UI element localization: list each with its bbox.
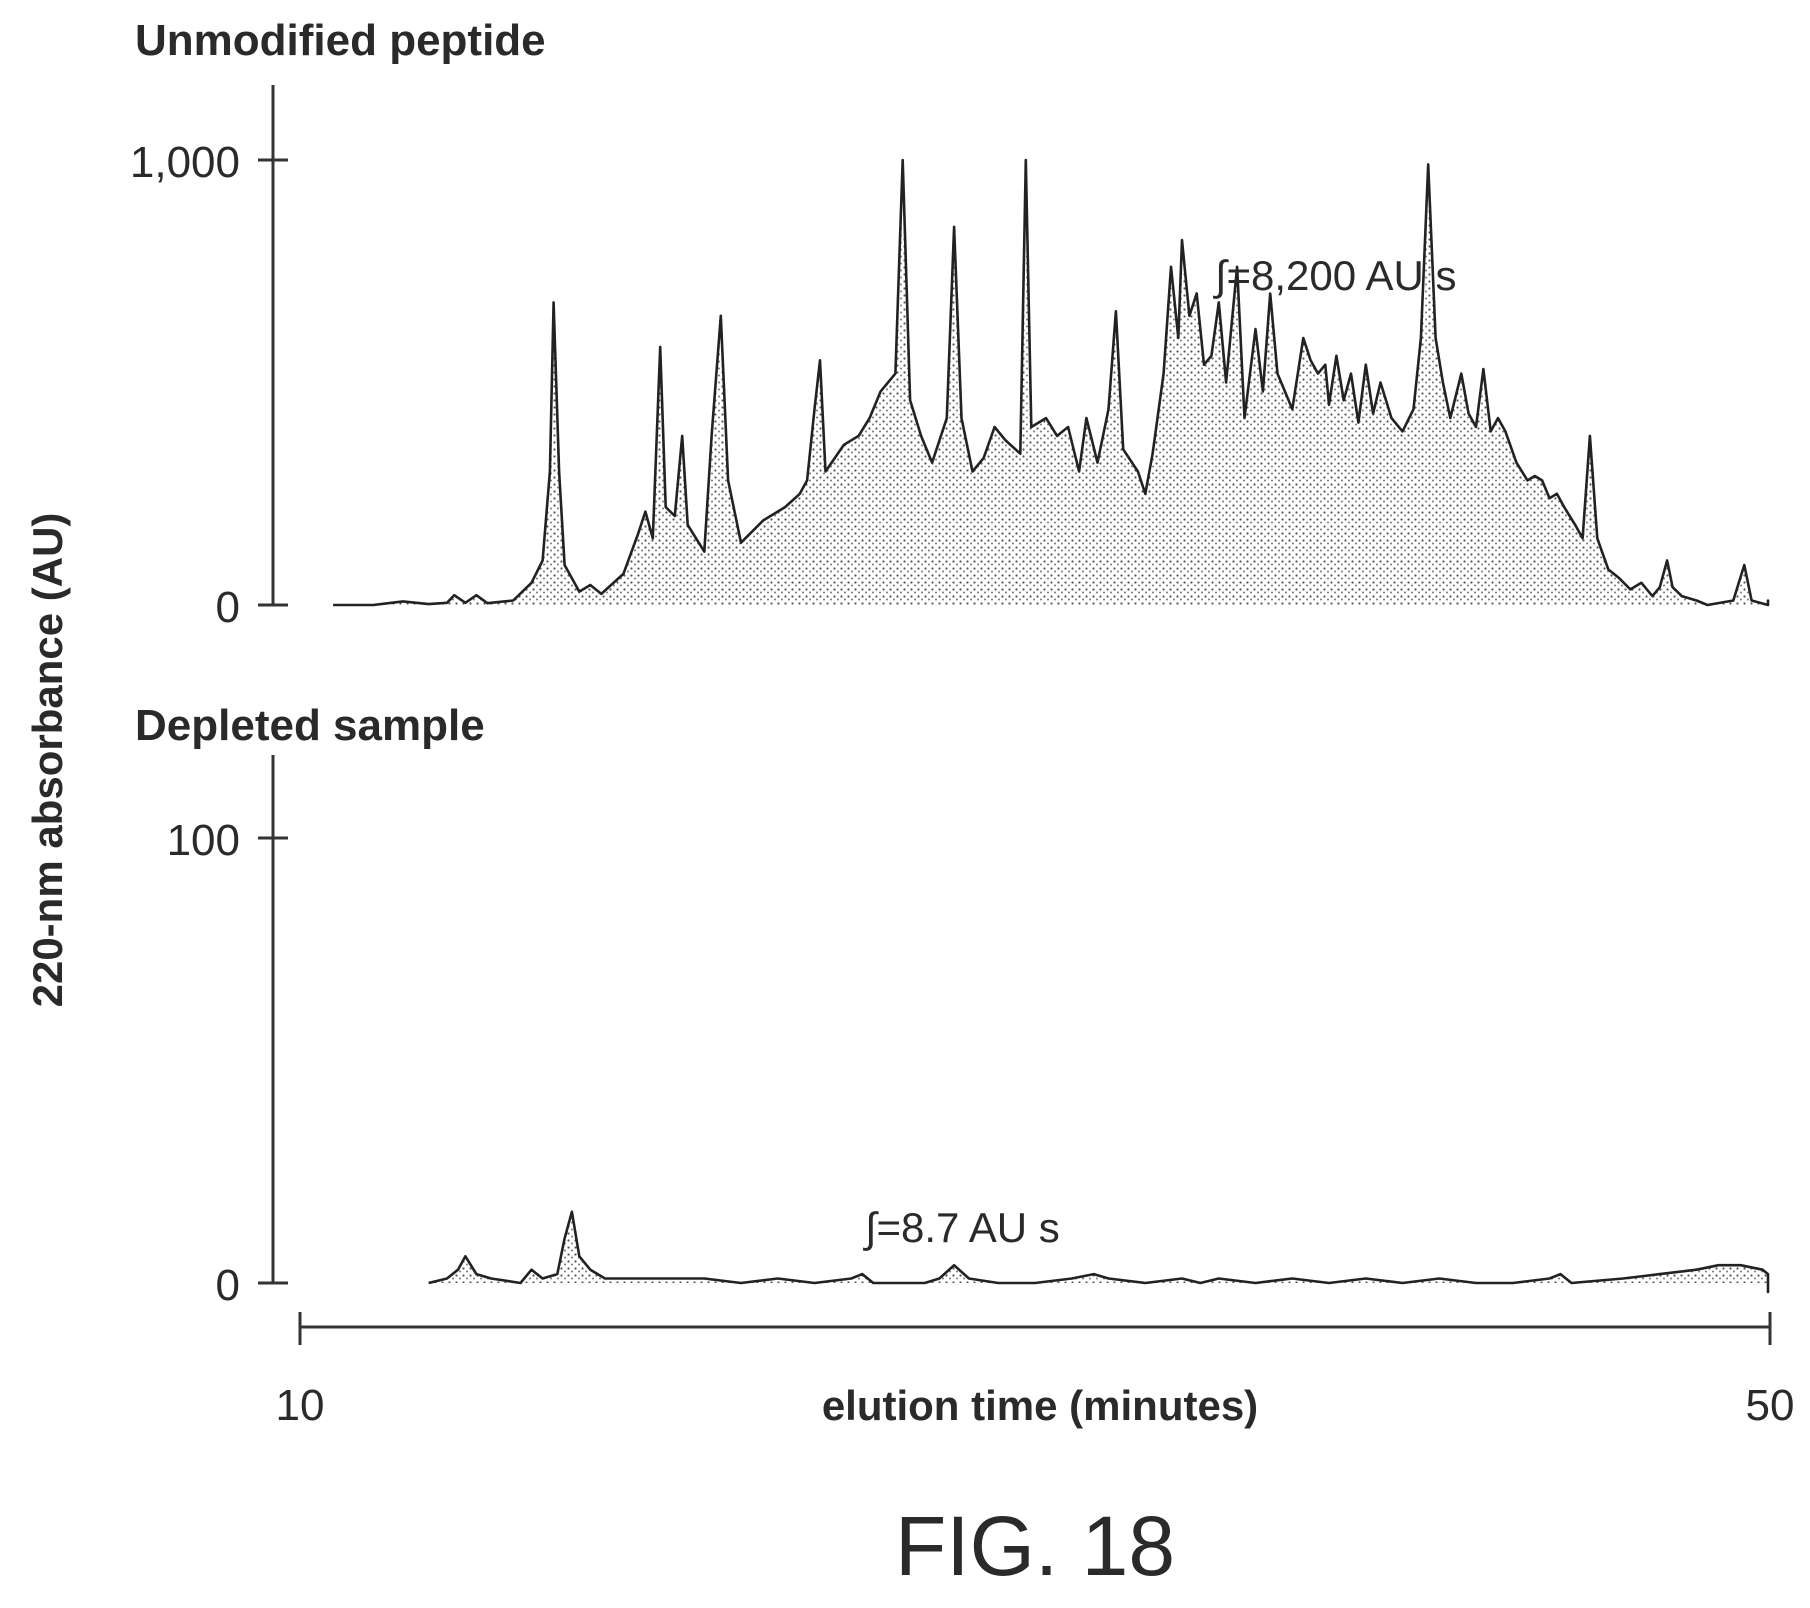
y-tick-label-bottom-0: 0	[216, 1261, 240, 1310]
x-tick-label-10: 10	[276, 1381, 325, 1430]
panel-title-unmodified: Unmodified peptide	[135, 16, 546, 65]
trace-area-unmodified	[333, 160, 1769, 605]
x-axis: 10 50 elution time (minutes)	[276, 1312, 1795, 1430]
integral-annotation-unmodified: ∫=8,200 AU s	[1213, 252, 1457, 299]
panel-unmodified-peptide: Unmodified peptide 0 1,000 ∫=8,200 AU s	[130, 16, 1770, 632]
trace-line-unmodified	[333, 158, 1770, 607]
panel-depleted-sample: Depleted sample 0 100 ∫=8.7 AU s	[135, 701, 1770, 1310]
y-tick-label-top-1000: 1,000	[130, 138, 240, 187]
trace-line-depleted	[428, 1210, 1770, 1294]
integral-annotation-depleted: ∫=8.7 AU s	[863, 1204, 1060, 1251]
x-axis-title: elution time (minutes)	[822, 1382, 1258, 1429]
y-tick-label-bottom-100: 100	[167, 816, 240, 865]
y-axis-title: 220-nm absorbance (AU)	[24, 513, 71, 1008]
x-tick-label-50: 50	[1746, 1381, 1795, 1430]
y-tick-label-top-0: 0	[216, 583, 240, 632]
panel-title-depleted: Depleted sample	[135, 701, 485, 750]
figure-label: FIG. 18	[895, 1499, 1175, 1593]
